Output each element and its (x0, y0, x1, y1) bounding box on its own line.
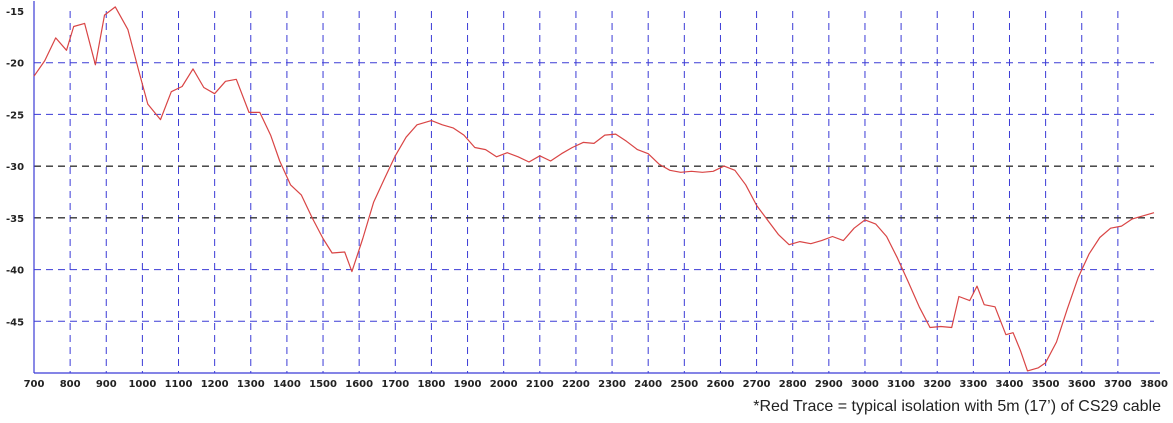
x-tick-label-2100: 2100 (526, 379, 554, 390)
x-tick-label-2600: 2600 (707, 379, 735, 390)
x-tick-label-3700: 3700 (1104, 379, 1132, 390)
x-tick-label-3000: 3000 (851, 379, 879, 390)
x-tick-label-3400: 3400 (996, 379, 1024, 390)
y-tick-label--45: -45 (6, 317, 24, 328)
x-tick-label-1900: 1900 (454, 379, 482, 390)
y-tick-label--35: -35 (6, 214, 24, 225)
y-tick-label--15: -15 (6, 7, 24, 18)
x-tick-label-3500: 3500 (1032, 379, 1060, 390)
x-tick-label-1400: 1400 (273, 379, 301, 390)
x-tick-label-3600: 3600 (1068, 379, 1096, 390)
x-tick-label-1800: 1800 (417, 379, 445, 390)
x-tick-label-800: 800 (60, 379, 81, 390)
x-tick-label-1300: 1300 (237, 379, 265, 390)
x-tick-label-1100: 1100 (165, 379, 193, 390)
x-tick-label-1200: 1200 (201, 379, 229, 390)
x-tick-label-2800: 2800 (779, 379, 807, 390)
x-tick-label-2500: 2500 (670, 379, 698, 390)
x-tick-label-700: 700 (24, 379, 45, 390)
x-tick-label-1500: 1500 (309, 379, 337, 390)
y-tick-label--20: -20 (6, 59, 24, 70)
y-tick-label--25: -25 (6, 110, 24, 121)
x-tick-label-2700: 2700 (743, 379, 771, 390)
axes (33, 1, 1160, 374)
tick-labels: 700 800 900 1000 1100 1200 1300 1400 1500 1600 170… (6, 7, 1168, 390)
x-tick-label-2300: 2300 (598, 379, 626, 390)
grid (34, 11, 1154, 373)
x-tick-label-3200: 3200 (923, 379, 951, 390)
x-tick-label-1700: 1700 (381, 379, 409, 390)
x-tick-label-2200: 2200 (562, 379, 590, 390)
x-tick-label-3300: 3300 (959, 379, 987, 390)
series-layer (33, 6, 1155, 372)
x-tick-label-1000: 1000 (128, 379, 156, 390)
chart-annotation: *Red Trace = typical isolation with 5m (… (753, 398, 1161, 415)
x-tick-label-2000: 2000 (490, 379, 518, 390)
x-tick-label-2900: 2900 (815, 379, 843, 390)
x-tick-label-1600: 1600 (345, 379, 373, 390)
y-tick-label--30: -30 (6, 162, 24, 173)
y-tick-label--40: -40 (6, 266, 24, 277)
series-line-0 (33, 6, 1155, 372)
x-tick-label-3100: 3100 (887, 379, 915, 390)
x-tick-label-2400: 2400 (634, 379, 662, 390)
x-tick-label-900: 900 (96, 379, 117, 390)
x-tick-label-3800: 3800 (1140, 379, 1168, 390)
